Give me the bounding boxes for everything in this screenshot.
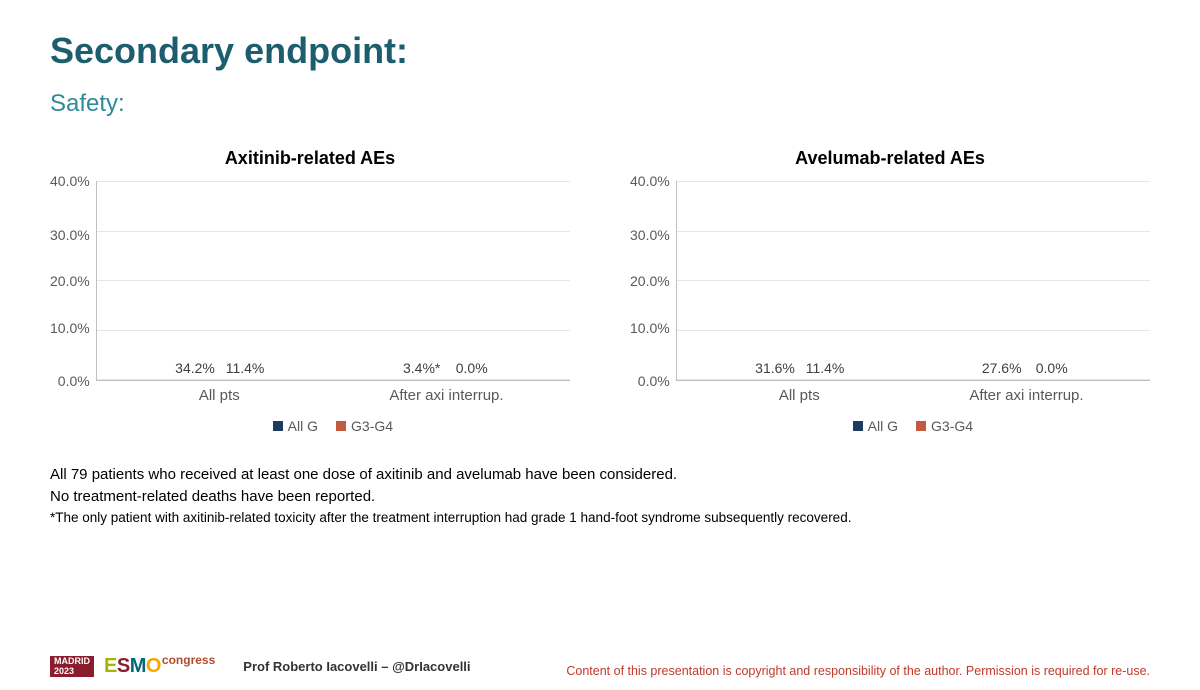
bar-value-label: 11.4% [226,360,265,376]
bar-value-label: 34.2% [175,360,215,376]
legend-label: All G [288,418,318,434]
brand-letter-e: E [104,655,117,677]
legend-swatch [916,421,926,431]
legend-item: All G [853,418,898,434]
plot-area: 31.6% 11.4% 27.6% 0.0% [676,181,1150,381]
legend-item: All G [273,418,318,434]
chart-title: Axitinib-related AEs [225,148,395,169]
legend-item: G3-G4 [336,418,393,434]
footnotes: All 79 patients who received at least on… [50,464,1150,527]
legend-swatch [336,421,346,431]
chart-title: Avelumab-related AEs [795,148,985,169]
chart-legend: All G G3-G4 [676,418,1150,434]
bar-value-label: 0.0% [456,360,488,376]
x-category-label: After axi interrup. [333,387,560,404]
chart-legend: All G G3-G4 [96,418,570,434]
brand-letter-o: O [146,655,161,677]
y-tick-label: 20.0% [630,274,670,288]
footnote-line: All 79 patients who received at least on… [50,464,1150,486]
y-axis: 40.0%30.0%20.0%10.0%0.0% [50,181,96,381]
y-tick-label: 30.0% [50,228,90,242]
y-tick-label: 0.0% [638,374,670,388]
y-tick-label: 20.0% [50,274,90,288]
slide-subtitle: Safety: [50,90,1150,118]
legend-label: G3-G4 [351,418,393,434]
brand-letter-s: S [117,655,130,677]
y-tick-label: 10.0% [630,321,670,335]
x-category-label: All pts [106,387,333,404]
legend-label: G3-G4 [931,418,973,434]
brand-letter-m: M [130,655,146,677]
y-tick-label: 10.0% [50,321,90,335]
copyright-notice: Content of this presentation is copyrigh… [566,664,1150,678]
x-axis: All ptsAfter axi interrup. [96,381,570,404]
footnote-asterisk: *The only patient with axitinib-related … [50,508,1150,528]
bar-chart: Axitinib-related AEs 40.0% 30.0% 20.0% 10.0%… [50,148,570,434]
presenter-name: Prof Roberto Iacovelli – @DrIacovelli [243,659,470,674]
x-category-label: After axi interrup. [913,387,1140,404]
legend-item: G3-G4 [916,418,973,434]
charts-row: Axitinib-related AEs 40.0% 30.0% 20.0% 10.0%… [50,148,1150,434]
footer-left: MADRID 2023 ESMO congress Prof Roberto I… [50,655,471,678]
legend-swatch [853,421,863,431]
footnote-line: No treatment-related deaths have been re… [50,486,1150,508]
y-tick-label: 40.0% [630,174,670,188]
y-tick-label: 0.0% [58,374,90,388]
y-tick-label: 30.0% [630,228,670,242]
bar-value-label: 11.4% [806,360,845,376]
x-category-label: All pts [686,387,913,404]
conference-badge: MADRID 2023 [50,656,94,678]
x-axis: All ptsAfter axi interrup. [676,381,1150,404]
bar-chart: Avelumab-related AEs 40.0% 30.0% 20.0% 10.0%… [630,148,1150,434]
slide-footer: MADRID 2023 ESMO congress Prof Roberto I… [50,655,1150,678]
y-tick-label: 40.0% [50,174,90,188]
legend-swatch [273,421,283,431]
bar-value-label: 0.0% [1036,360,1068,376]
brand-logo: ESMO congress [104,655,215,678]
slide-title: Secondary endpoint: [50,30,1150,72]
badge-year: 2023 [54,667,90,677]
brand-suffix: congress [162,653,215,667]
y-axis: 40.0%30.0%20.0%10.0%0.0% [630,181,676,381]
bar-value-label: 3.4%* [403,360,440,376]
plot-area: 34.2% 11.4% 3.4%* 0.0% [96,181,570,381]
bar-value-label: 31.6% [755,360,795,376]
bar-value-label: 27.6% [982,360,1022,376]
legend-label: All G [868,418,898,434]
